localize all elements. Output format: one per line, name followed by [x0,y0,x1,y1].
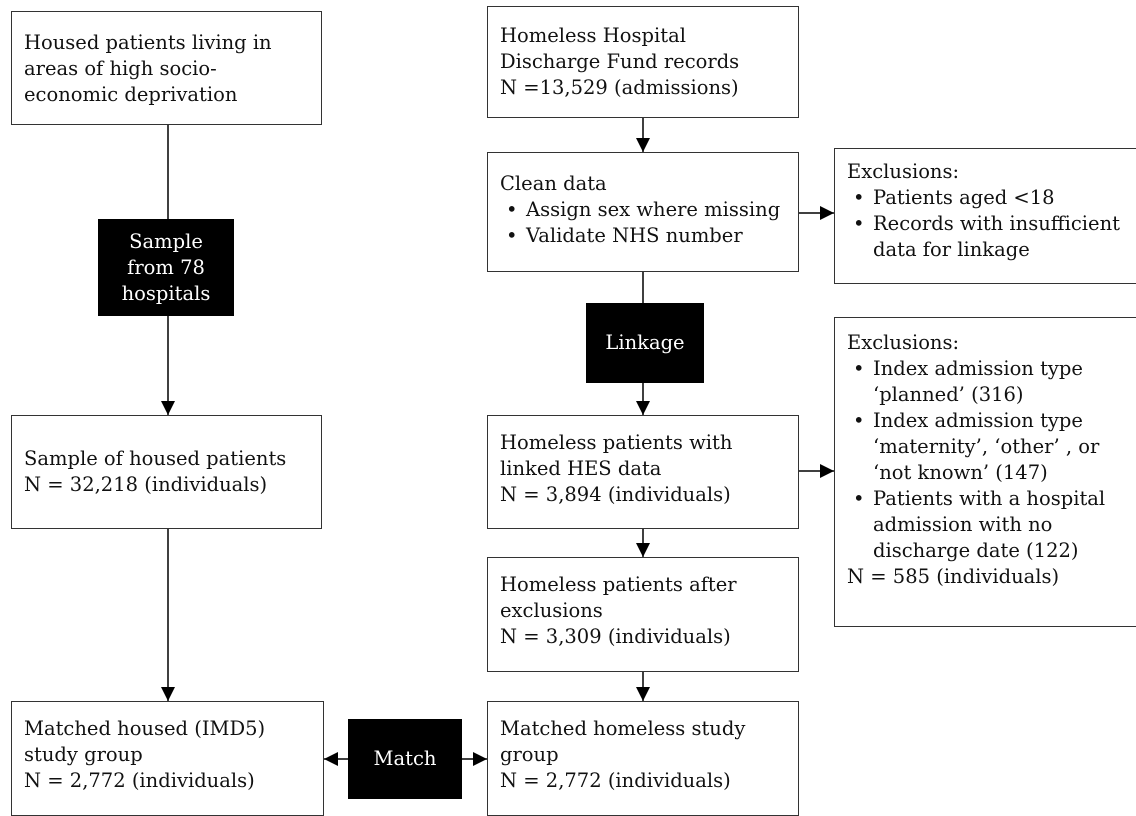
housed-sample-title: Sample of housed patients [24,447,287,470]
exclusions-2-list: Index admission type ‘planned’ (316) Ind… [847,356,1128,564]
matched-homeless-count: N = 2,772 (individuals) [500,769,731,792]
hhdf-line-1: Homeless Hospital [500,24,686,47]
clean-data-item: Validate NHS number [500,223,786,249]
sample-label-line-1: Sample [129,229,203,253]
exclusion-item: Index admission type ‘maternity’, ‘other… [847,408,1128,486]
after-exclusions-line-1: Homeless patients after [500,573,737,596]
matched-housed-line-1: Matched housed (IMD5) [24,717,266,740]
sample-label-box: Sample from 78 hospitals [98,219,234,316]
linked-hes-line-1: Homeless patients with [500,431,733,454]
linked-hes-line-2: linked HES data [500,457,662,480]
after-exclusions-line-2: exclusions [500,599,603,622]
housed-patients-line-3: economic deprivation [24,83,238,106]
exclusions-1-title: Exclusions: [847,160,960,183]
linkage-label-box: Linkage [586,303,704,383]
linked-hes-box: Homeless patients with linked HES data N… [487,415,799,529]
sample-label-line-2: from 78 [127,255,205,279]
hhdf-records-box: Homeless Hospital Discharge Fund records… [487,6,799,118]
exclusions-box-2: Exclusions: Index admission type ‘planne… [834,317,1136,627]
clean-data-item: Assign sex where missing [500,197,786,223]
matched-homeless-line-1: Matched homeless study [500,717,746,740]
matched-housed-box: Matched housed (IMD5) study group N = 2,… [11,701,324,816]
match-label-box: Match [348,719,462,799]
housed-patients-line-1: Housed patients living in [24,31,272,54]
housed-patients-line-2: areas of high socio- [24,57,217,80]
linkage-label: Linkage [605,331,685,354]
after-exclusions-box: Homeless patients after exclusions N = 3… [487,557,799,672]
exclusion-item: Patients with a hospital admission with … [847,486,1128,564]
clean-data-title: Clean data [500,172,607,195]
exclusion-item: Records with insufficient data for linka… [847,211,1128,263]
matched-housed-line-2: study group [24,743,143,766]
housed-patients-box: Housed patients living in areas of high … [11,11,322,125]
exclusions-1-list: Patients aged <18 Records with insuffici… [847,185,1128,263]
matched-housed-count: N = 2,772 (individuals) [24,769,255,792]
exclusions-2-total: N = 585 (individuals) [847,565,1060,588]
after-exclusions-count: N = 3,309 (individuals) [500,625,731,648]
linked-hes-count: N = 3,894 (individuals) [500,483,731,506]
hhdf-line-2: Discharge Fund records [500,50,740,73]
housed-sample-box: Sample of housed patients N = 32,218 (in… [11,415,322,529]
hhdf-count: N =13,529 (admissions) [500,76,739,99]
exclusion-item: Patients aged <18 [847,185,1128,211]
match-label: Match [373,747,437,770]
housed-sample-count: N = 32,218 (individuals) [24,473,268,496]
matched-homeless-line-2: group [500,743,559,766]
exclusions-2-title: Exclusions: [847,331,960,354]
exclusion-item: Index admission type ‘planned’ (316) [847,356,1128,408]
matched-homeless-box: Matched homeless study group N = 2,772 (… [487,701,799,816]
clean-data-list: Assign sex where missing Validate NHS nu… [500,197,786,249]
clean-data-box: Clean data Assign sex where missing Vali… [487,152,799,272]
sample-label-line-3: hospitals [121,281,211,305]
exclusions-box-1: Exclusions: Patients aged <18 Records wi… [834,148,1136,284]
